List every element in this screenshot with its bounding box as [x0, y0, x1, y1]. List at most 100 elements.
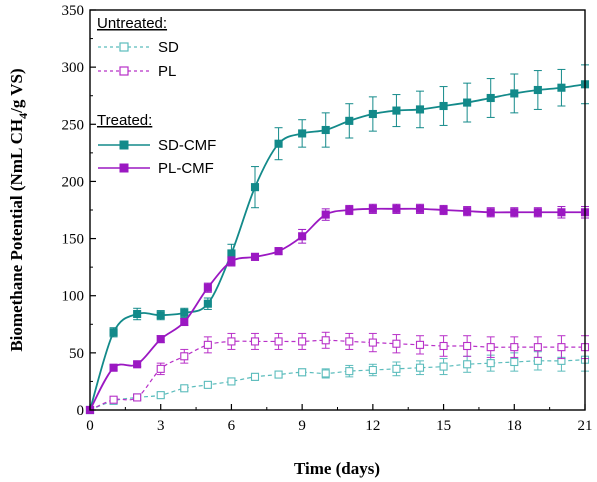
- point-sd-cmf-12: [368, 109, 377, 119]
- point-sd-19: [533, 356, 542, 365]
- x-tick-label-9: 9: [298, 418, 306, 434]
- legend-label-sd-cmf: SD-CMF: [158, 137, 216, 154]
- point-sd-cmf-5: [203, 299, 212, 308]
- point-pl-20: [557, 343, 566, 352]
- point-pl-cmf-6: [227, 257, 236, 266]
- legend: Untreated: SD PL Treated: SD-CMF PL-CMF: [97, 15, 216, 177]
- y-tick-label-300: 300: [62, 60, 85, 76]
- point-pl-cmf-14: [415, 204, 425, 213]
- point-sd-cmf-2: [133, 309, 142, 319]
- point-pl-18: [510, 343, 519, 352]
- point-pl-5: [203, 340, 212, 349]
- y-tick-label-0: 0: [77, 403, 85, 419]
- legend-item-pl-cmf: PL-CMF: [98, 160, 214, 177]
- point-pl-11: [345, 337, 354, 346]
- point-pl-cmf-2: [133, 360, 142, 369]
- point-pl-12: [368, 338, 377, 347]
- point-pl-cmf-11: [345, 205, 354, 215]
- x-tick-label-3: 3: [157, 418, 165, 434]
- point-sd-cmf-15: [439, 101, 448, 111]
- y-axis-title-part2: /g VS): [7, 68, 26, 114]
- point-pl-cmf-19: [533, 208, 542, 217]
- point-sd-cmf-11: [345, 116, 354, 125]
- y-tick-label-250: 250: [62, 117, 85, 133]
- point-sd-18: [510, 357, 519, 367]
- legend-label-pl-cmf: PL-CMF: [158, 160, 214, 177]
- point-sd-11: [345, 367, 354, 376]
- point-pl-cmf-5: [203, 283, 212, 292]
- point-sd-cmf-9: [298, 129, 307, 138]
- point-pl-cmf-18: [510, 208, 519, 217]
- point-pl-cmf-8: [274, 247, 283, 256]
- point-pl-16: [463, 341, 472, 351]
- point-pl-cmf-1: [109, 363, 118, 372]
- y-tick-label-100: 100: [62, 289, 85, 305]
- point-pl-cmf-10: [321, 210, 330, 219]
- y-tick-label-200: 200: [62, 174, 85, 190]
- point-pl-cmf-3: [156, 335, 165, 344]
- point-sd-cmf-6: [227, 249, 236, 258]
- legend-marker-pl-cmf: [119, 163, 129, 173]
- point-sd-14: [415, 363, 425, 372]
- point-pl-19: [533, 343, 542, 352]
- series-line-sd: [89, 359, 586, 411]
- point-pl-cmf-16: [463, 207, 472, 216]
- point-sd-13: [392, 364, 401, 373]
- point-sd-cmf-1: [109, 328, 118, 337]
- legend-marker-pl: [119, 66, 129, 76]
- point-sd-cmf-3: [156, 311, 165, 320]
- legend-marker-sd-cmf: [119, 140, 129, 150]
- point-sd-cmf-4: [180, 308, 189, 317]
- series-layer: [85, 64, 590, 415]
- legend-heading-treated: Treated:: [97, 112, 152, 129]
- point-sd-cmf-17: [486, 93, 495, 103]
- legend-marker-sd: [119, 42, 129, 52]
- point-sd-9: [298, 368, 307, 377]
- point-pl-cmf-12: [368, 204, 377, 213]
- point-pl-3: [156, 364, 165, 373]
- point-pl-2: [133, 393, 142, 402]
- y-tick-label-150: 150: [62, 232, 85, 248]
- point-pl-cmf-7: [250, 252, 260, 261]
- series-line-pl: [89, 339, 585, 411]
- point-pl-7: [250, 337, 260, 346]
- point-sd-cmf-16: [463, 98, 472, 107]
- point-sd-cmf-10: [321, 125, 330, 135]
- point-pl-cmf-9: [298, 232, 307, 241]
- point-pl-1: [109, 395, 118, 404]
- series-pl-cmf: [85, 203, 590, 415]
- point-sd-4: [180, 384, 189, 393]
- point-sd-12: [368, 365, 377, 375]
- point-pl-10: [321, 336, 330, 345]
- point-pl-9: [298, 337, 307, 346]
- point-pl-17: [486, 343, 495, 352]
- point-pl-cmf-17: [486, 208, 495, 217]
- y-axis-title-part1: Biomethane Potential (NmL CH: [7, 119, 26, 352]
- point-pl-cmf-4: [180, 317, 189, 327]
- y-tick-label-350: 350: [62, 3, 85, 19]
- legend-item-sd: SD: [98, 39, 179, 56]
- point-pl-6: [227, 337, 236, 346]
- point-pl-4: [180, 352, 189, 361]
- point-sd-17: [486, 359, 495, 368]
- point-sd-16: [463, 360, 472, 369]
- x-tick-label-15: 15: [436, 418, 451, 434]
- point-pl-14: [415, 340, 425, 349]
- point-sd-7: [250, 372, 260, 381]
- point-pl-cmf-15: [439, 205, 448, 215]
- y-axis-title-subscript: 4: [16, 113, 30, 119]
- point-sd-8: [274, 370, 283, 379]
- series-line-pl-cmf: [89, 207, 585, 411]
- point-sd-10: [321, 369, 330, 378]
- point-sd-cmf-19: [533, 85, 542, 95]
- legend-label-pl: PL: [158, 63, 176, 80]
- point-sd-cmf-20: [557, 83, 566, 92]
- point-pl-8: [274, 337, 283, 346]
- point-sd-5: [203, 380, 212, 389]
- x-tick-label-6: 6: [228, 418, 236, 434]
- x-axis-title: Time (days): [294, 459, 380, 478]
- ticks-layer: 0 3 6 9 12 15 18 21 0 50 100 150 200 250 300 350: [62, 3, 593, 434]
- point-sd-cmf-13: [392, 106, 401, 115]
- point-sd-15: [439, 362, 448, 371]
